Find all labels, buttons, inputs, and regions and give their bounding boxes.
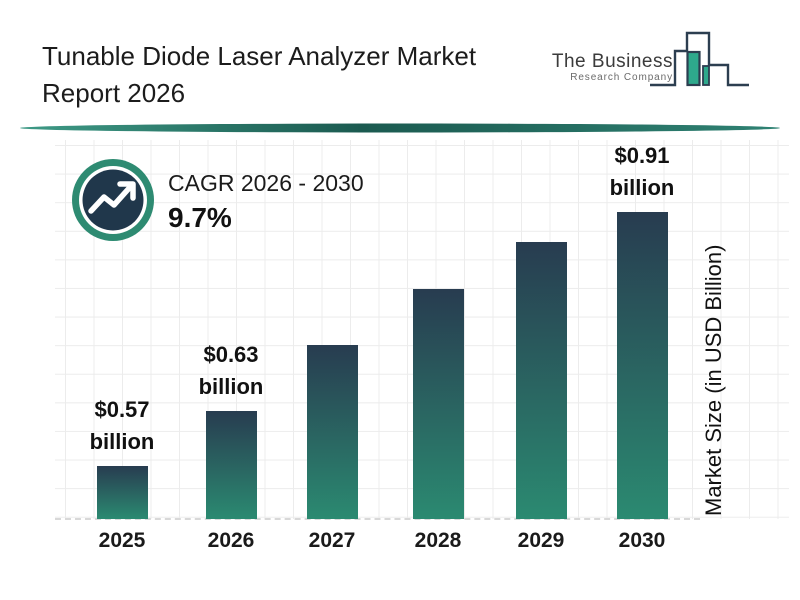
trending-up-icon <box>72 159 154 241</box>
cagr-value: 9.7% <box>168 202 232 233</box>
page-title-line2: Report 2026 <box>42 78 186 108</box>
x-tick-label-2028: 2028 <box>414 529 462 552</box>
page-title-line1: Tunable Diode Laser Analyzer Market <box>42 41 477 71</box>
bar-2027 <box>306 345 358 519</box>
chart-baseline <box>55 518 700 520</box>
divider-swoosh <box>20 123 780 133</box>
bar-value-label-2030: $0.91 billion <box>609 143 675 200</box>
bar-value-label-2025: $0.57 billion <box>89 397 155 454</box>
logo: The Business Research Company <box>535 52 673 84</box>
x-tick-label-2030: 2030 <box>618 529 666 552</box>
bar-value-label-2026: $0.63 billion <box>198 342 264 399</box>
bar-2026 <box>205 411 257 519</box>
bar-2028 <box>412 289 464 519</box>
y-axis-title: Market Size (in USD Billion) <box>701 244 726 516</box>
x-tick-label-2025: 2025 <box>98 529 146 552</box>
x-tick-label-2027: 2027 <box>308 529 356 552</box>
bar-chart-logo-icon <box>650 31 749 87</box>
cagr-label: CAGR 2026 - 2030 <box>168 170 364 196</box>
x-tick-label-2026: 2026 <box>207 529 255 552</box>
logo-name: The Business <box>551 51 673 72</box>
cagr-block: CAGR 2026 - 2030 9.7% <box>168 170 364 234</box>
logo-subtitle: Research Company <box>570 72 673 83</box>
x-tick-label-2029: 2029 <box>517 529 565 552</box>
bar-2029 <box>515 242 567 519</box>
bar-2025 <box>96 466 148 519</box>
page-title: Tunable Diode Laser Analyzer Market Repo… <box>42 38 562 112</box>
bar-2030 <box>616 212 668 519</box>
